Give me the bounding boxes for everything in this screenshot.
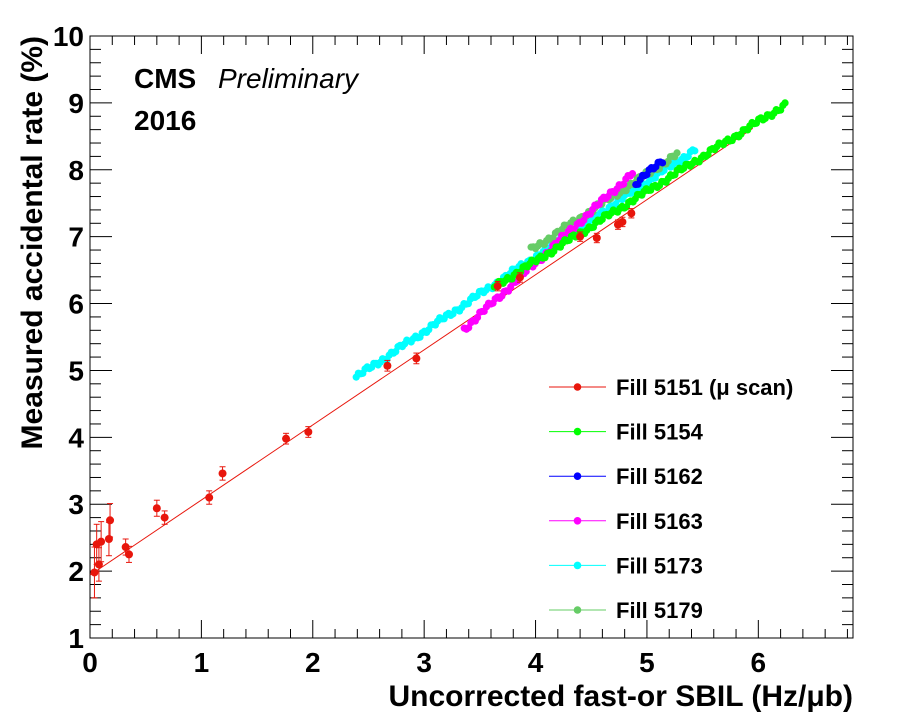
x-axis-title: Uncorrected fast-or SBIL (Hz/μb) [388,680,853,713]
data-point [121,543,130,552]
fit-line [89,127,754,576]
data-point [218,469,227,478]
legend-marker [573,561,582,570]
y-tick-label: 7 [68,222,84,253]
data-point [152,504,161,513]
status-label: Preliminary [218,63,360,94]
x-tick-label: 5 [639,647,655,678]
legend-label: Fill 5179 [616,598,703,623]
y-tick-label: 3 [68,489,84,520]
data-point [627,209,636,218]
legend-marker [573,383,582,391]
data-point [160,513,169,522]
legend-label: Fill 5151 (μ scan) [616,375,793,400]
y-tick-label: 6 [68,289,84,320]
y-tick-label: 1 [68,623,84,654]
x-tick-label: 6 [751,647,767,678]
legend-marker [573,427,582,436]
data-point [592,234,601,243]
y-tick-label: 2 [68,556,84,587]
data-point [205,493,214,502]
data-point [94,560,103,569]
data-points-layer [90,99,789,599]
data-point [628,170,637,178]
x-tick-label: 3 [416,647,432,678]
legend: Fill 5151 (μ scan) Fill 5154 Fill 5162 Fill… [549,375,793,623]
y-axis: 1 2 3 4 5 6 7 8 9 10 [53,21,853,654]
x-axis: 0 1 2 3 4 5 6 [82,36,848,678]
data-point [104,535,113,544]
data-point [576,232,585,241]
data-point [515,273,524,282]
legend-marker [573,517,582,525]
legend-marker [573,606,582,614]
x-tick-label: 4 [528,647,544,678]
data-point [124,550,133,559]
data-point [493,282,502,291]
y-axis-title: Measured accidental rate (%) [16,36,49,449]
data-point [304,427,313,436]
data-point [282,434,291,443]
data-point [658,159,667,167]
data-point [781,99,789,107]
data-point [412,354,421,363]
data-point [97,537,106,546]
year-label: 2016 [134,105,196,136]
data-point [673,149,681,157]
legend-label: Fill 5163 [616,509,703,534]
legend-label: Fill 5173 [616,553,703,578]
experiment-label: CMS [134,63,196,94]
data-point [383,361,392,370]
legend-marker [573,472,582,481]
x-tick-label: 0 [82,647,98,678]
plot-frame [89,35,854,639]
y-tick-label: 9 [68,88,84,119]
x-tick-label: 1 [194,647,210,678]
fit-line-layer [89,127,754,576]
y-tick-label: 5 [68,355,84,386]
data-point [106,516,115,525]
y-tick-label: 8 [68,155,84,186]
y-tick-label: 10 [53,21,84,52]
data-point [618,217,627,226]
y-tick-label: 4 [68,422,84,453]
data-point [90,568,99,577]
legend-label: Fill 5154 [616,420,704,445]
legend-label: Fill 5162 [616,464,703,489]
data-point [691,147,699,155]
x-tick-label: 2 [305,647,321,678]
